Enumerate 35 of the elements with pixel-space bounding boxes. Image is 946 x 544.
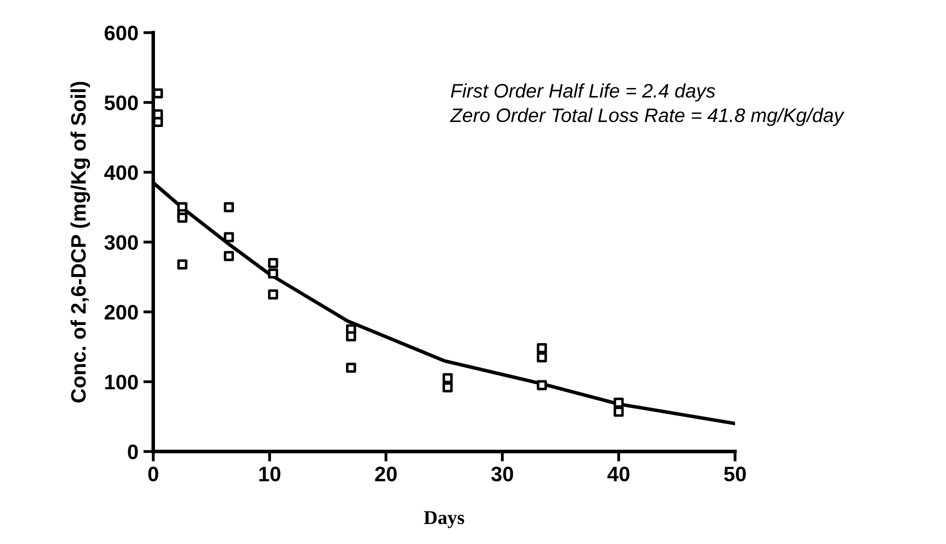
annotation: First Order Half Life = 2.4 days — [450, 83, 716, 102]
y-tick-label: 200 — [104, 304, 138, 320]
point — [442, 382, 453, 392]
point — [177, 212, 188, 223]
point — [177, 259, 188, 270]
y-tick-label: 400 — [104, 165, 138, 180]
point — [268, 289, 278, 300]
point — [536, 352, 547, 362]
point — [268, 268, 278, 279]
x-tick-label: 40 — [607, 466, 630, 482]
y-tick-label: 0 — [128, 444, 138, 460]
y-tick-label: 500 — [104, 95, 138, 110]
point — [346, 331, 356, 342]
annotation: Zero Order Total Loss Rate = 41.8 mg/Kg/day — [450, 108, 845, 126]
point — [536, 343, 547, 354]
y-tick-label: 100 — [105, 374, 138, 390]
point — [224, 202, 234, 212]
point — [224, 232, 234, 242]
y-axis-title: Conc. of 2,6-DCP (mg/Kg of Soil) — [70, 82, 90, 402]
point — [153, 88, 163, 98]
y-tick-label: 300 — [104, 235, 138, 250]
x-tick-label: 20 — [375, 466, 397, 482]
x-tick-label: 50 — [724, 466, 746, 482]
point — [268, 258, 278, 268]
point — [442, 373, 453, 384]
point — [536, 380, 547, 390]
y-tick-label: 600 — [104, 26, 138, 40]
point — [346, 362, 356, 373]
x-axis-title: Days — [424, 511, 464, 528]
x-tick-label: 30 — [491, 466, 514, 482]
point — [614, 398, 624, 408]
point — [224, 250, 234, 262]
x-tick-label: 10 — [259, 466, 280, 482]
point — [614, 406, 624, 417]
x-tick-label: 0 — [148, 466, 158, 482]
